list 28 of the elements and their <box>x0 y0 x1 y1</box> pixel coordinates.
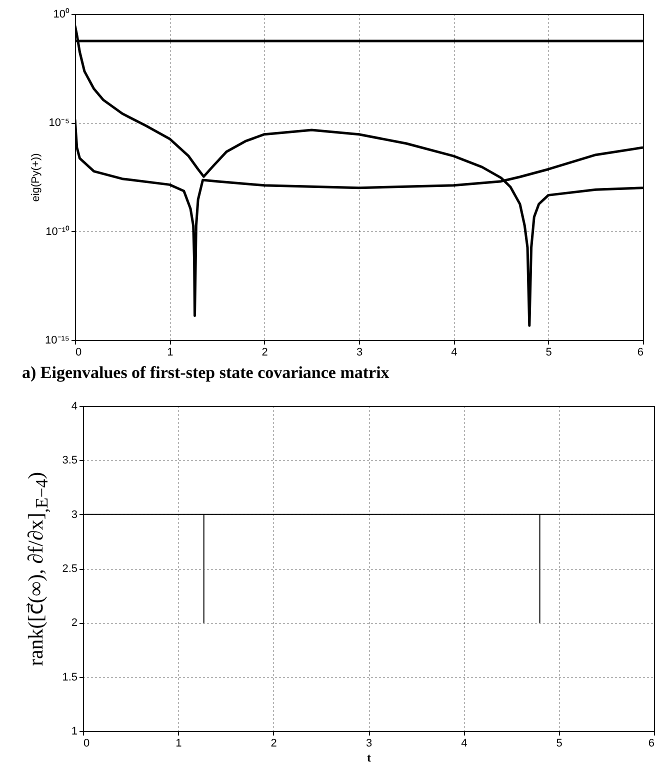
y-axis-title: eig(Py(+)) <box>30 153 42 202</box>
text: a) Eigenvalues of first-step state covariance matrix <box>22 363 390 382</box>
x-axis-title: t <box>367 750 371 764</box>
y-tick-label: 1.5 <box>62 671 78 684</box>
x-tick-label: 5 <box>546 346 552 358</box>
x-tick-label: 2 <box>262 346 268 358</box>
y-tick-label: 4 <box>71 400 78 412</box>
y-tick-label: 10⁻⁵ <box>48 117 70 130</box>
y-tick-label: 2.5 <box>62 563 78 575</box>
x-tick-label: 6 <box>648 738 654 750</box>
x-tick-label: 1 <box>176 738 182 750</box>
y-tick-label: 1 <box>71 726 78 738</box>
x-tick-label: 0 <box>84 738 90 750</box>
y-tick-label: 10⁰ <box>53 8 70 20</box>
x-tick-label: 5 <box>556 738 562 750</box>
y-tick-label: 3.5 <box>62 454 78 467</box>
x-tick-label: 6 <box>637 346 644 358</box>
x-tick-label: 3 <box>366 738 372 750</box>
y-tick-label: 2 <box>71 617 78 630</box>
x-tick-label: 4 <box>461 738 468 750</box>
x-tick-label: 1 <box>167 346 174 358</box>
y-tick-label: 3 <box>71 508 78 521</box>
x-tick-label: 2 <box>270 738 277 750</box>
y-tick-label: 10⁻¹⁵ <box>45 334 70 346</box>
x-tick-label: 0 <box>76 346 82 358</box>
y-tick-label: 10⁻¹⁰ <box>46 224 70 238</box>
x-tick-label: 4 <box>451 346 458 358</box>
x-tick-label: 3 <box>356 346 363 358</box>
